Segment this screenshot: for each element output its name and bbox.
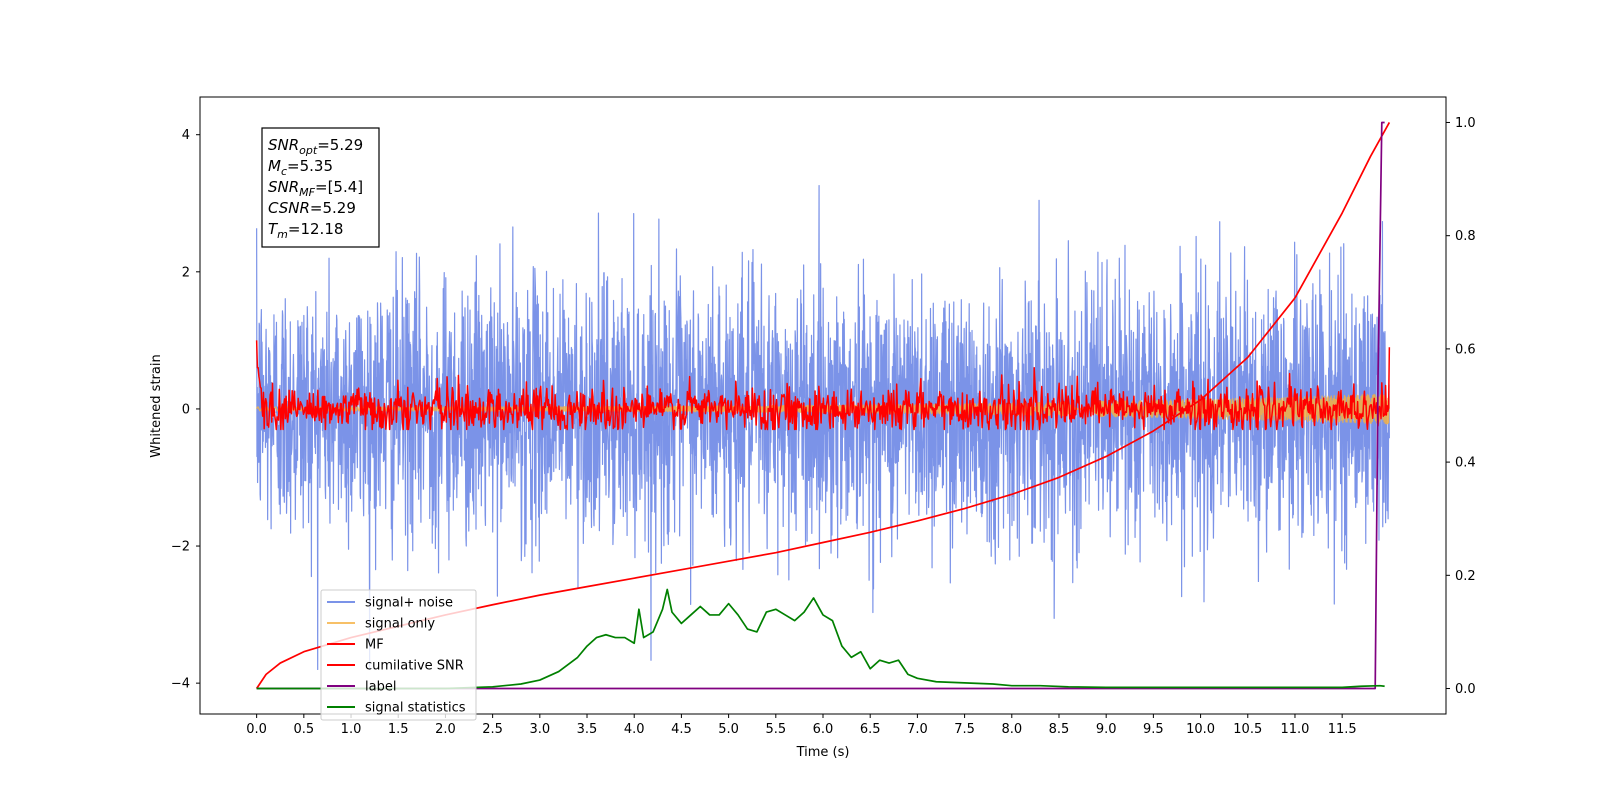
ticks-layer: 0.0 0.5 1.0 1.5 2.0 2.5 3.0 3.5 4.0 4.5 5.0 5.5 6.0 6… [171,116,1476,737]
x-tick-label: 5.0 [718,722,739,737]
annotation-line: Mc=5.35 [268,157,333,178]
y-tick-label: 0 [182,402,190,417]
x-tick-label: 3.0 [529,722,550,737]
x-tick-label: 4.5 [671,722,692,737]
x-tick-label: 5.5 [765,722,786,737]
x-tick-label: 9.5 [1143,722,1164,737]
x-tick-label: 2.0 [435,722,456,737]
legend-label-signal-noise: signal+ noise [365,596,453,611]
series-line-label [256,121,1385,690]
x-tick-label: 8.0 [1001,722,1022,737]
annotation-line: SNRMF=[5.4] [268,178,363,199]
annotation-line: CSNR=5.29 [268,199,356,217]
y2-tick-label: 0.8 [1455,229,1476,244]
y2-tick-label: 0.0 [1455,682,1476,697]
x-tick-label: 6.0 [813,722,834,737]
legend-label-mf: MF [365,638,384,653]
x-tick-label: 4.0 [624,722,645,737]
legend-label-label: label [365,680,396,695]
y2-tick-label: 0.6 [1455,342,1476,357]
series-line-signal-statistics [256,588,1385,690]
x-tick-label: 11.5 [1328,722,1357,737]
annotation-line: Tm=12.18 [268,220,343,241]
y2-tick-label: 1.0 [1455,116,1476,131]
series-line-signal-noise [256,184,1390,671]
x-tick-label: 7.5 [954,722,975,737]
x-axis-label: Time (s) [796,745,850,760]
x-tick-label: 11.0 [1280,722,1309,737]
x-tick-label: 6.5 [860,722,881,737]
x-tick-label: 0.5 [293,722,314,737]
legend-label-cumilative-snr: cumilative SNR [365,659,464,674]
x-tick-label: 7.0 [907,722,928,737]
annotation-frame [261,127,380,248]
x-tick-label: 10.5 [1233,722,1262,737]
x-tick-label: 10.0 [1186,722,1215,737]
x-tick-label: 0.0 [246,722,267,737]
legend: signal+ noise signal only MF cumilative SNR… [320,589,477,721]
legend-label-signal-statistics: signal statistics [365,701,466,716]
y-tick-label: −4 [171,677,190,692]
x-tick-label: 1.0 [341,722,362,737]
y2-tick-label: 0.4 [1455,456,1476,471]
annotation-line: SNRopt=5.29 [268,136,363,157]
y-tick-label: −2 [171,540,190,555]
series-line-mf [255,340,1391,431]
legend-frame [320,589,477,721]
y2-tick-label: 0.2 [1455,569,1476,584]
legend-label-signal-only: signal only [365,617,435,632]
x-tick-label: 3.5 [577,722,598,737]
x-tick-label: 9.0 [1096,722,1117,737]
x-tick-label: 2.5 [482,722,503,737]
y-tick-label: 2 [182,265,190,280]
x-tick-label: 8.5 [1049,722,1070,737]
y-axis-label: Whitened strain [149,354,164,457]
x-tick-label: 1.5 [388,722,409,737]
y-tick-label: 4 [182,128,190,143]
